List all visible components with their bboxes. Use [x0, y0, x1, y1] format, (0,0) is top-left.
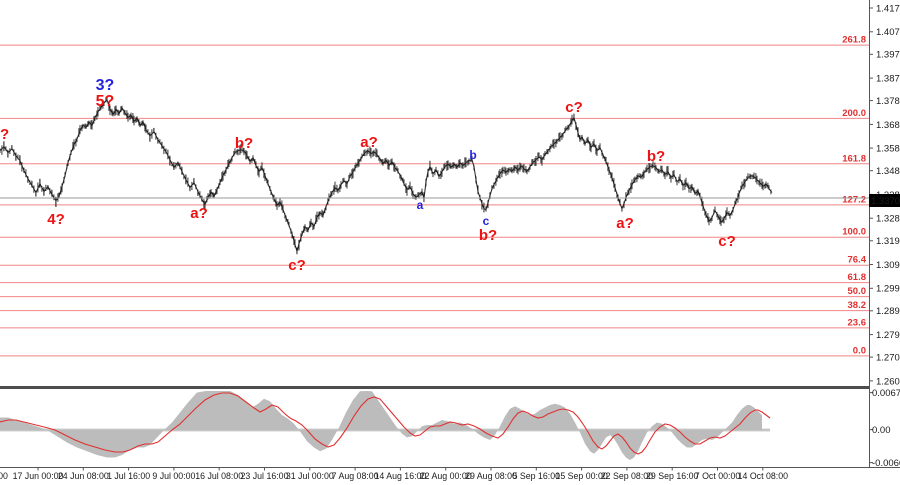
time-axis-label: 14 Aug 16:00 [374, 471, 426, 481]
wave-label-3q-1: 3? [96, 77, 115, 94]
time-axis-label: 22 Aug 00:00 [420, 471, 472, 481]
price-tick-label: 1.3780 [876, 96, 900, 107]
wave-label-aq-13: a? [616, 215, 634, 232]
fib-label-38.2: 38.2 [848, 300, 867, 311]
current-price-label: 1.3370 [871, 196, 900, 207]
price-tick-label: 1.2700 [876, 353, 900, 364]
fib-label-261.8: 261.8 [842, 35, 866, 46]
price-tick-label: 1.3580 [876, 144, 900, 155]
oscillator-zero-label: 0.00 [872, 425, 891, 436]
price-tick-label: 1.3090 [876, 260, 900, 271]
wave-label-aq-7: a? [360, 134, 378, 151]
price-tick-label: 1.3190 [876, 236, 900, 247]
price-tick-label: 1.2795 [876, 330, 900, 341]
time-axis-label: 1 Jul 16:00 [107, 471, 150, 481]
wave-label-a-8: a [417, 198, 424, 212]
time-axis-label: 15 Sep 00:00 [555, 471, 607, 481]
fib-label-127.2: 127.2 [842, 194, 866, 205]
wave-label-bq-0: b? [0, 126, 9, 143]
price-polyline [0, 98, 773, 254]
price-tick-label: 1.2895 [876, 306, 900, 317]
price-tick-label: 1.4070 [876, 27, 900, 38]
current-price-badge [869, 194, 900, 207]
price-tick-label: 1.3285 [876, 214, 900, 225]
time-axis-label: 7 Oct 00:00 [695, 471, 741, 481]
wave-label-cq-12: c? [565, 99, 583, 116]
time-axis-label: 7 Aug 08:00 [332, 471, 379, 481]
time-axis-label: 31 Jul 00:00 [286, 471, 334, 481]
fib-label-61.8: 61.8 [848, 272, 867, 283]
fib-levels-layer: 261.8 200.0 161.8 127.2 100.0 76.4 61.8 50.0 38.… [0, 35, 869, 357]
time-axis-label: 23 Jul 16:00 [241, 471, 289, 481]
wave-label-b-9: b [469, 148, 476, 162]
time-axis-label: 22 Sep 08:00 [601, 471, 653, 481]
wave-label-5q-2: 5? [96, 93, 115, 110]
time-axis-label: 17 Jun 00:00 [13, 471, 64, 481]
oscillator-min-label: -0.00668 [872, 458, 900, 469]
time-axis-label: 5 Sep 16:00 [513, 471, 561, 481]
price-tick-label: 1.3485 [876, 166, 900, 177]
fib-label-50.0: 50.0 [848, 286, 867, 297]
time-axis-label: 29 Aug 08:00 [465, 471, 517, 481]
wave-label-cq-15: c? [718, 233, 736, 250]
oscillator-signal-line [0, 392, 771, 455]
fib-label-200.0: 200.0 [842, 108, 866, 119]
wave-label-4q-3: 4? [47, 211, 65, 228]
wave-label-bq-14: b? [647, 148, 665, 165]
fib-label-76.4: 76.4 [848, 255, 867, 266]
fib-label-100.0: 100.0 [842, 227, 866, 238]
candlestick-series [0, 96, 773, 255]
time-axis-label: 14 Oct 08:00 [738, 471, 788, 481]
price-tick-label: 1.3680 [876, 120, 900, 131]
price-tick-label: 1.4170 [876, 3, 900, 14]
fib-label-23.6: 23.6 [848, 317, 867, 328]
time-axis-partial-label: 00 [0, 471, 8, 481]
price-tick-label: 1.2990 [876, 284, 900, 295]
price-tick-label: 1.3975 [876, 50, 900, 61]
wave-label-cq-6: c? [288, 257, 306, 274]
panel-separator [0, 386, 869, 389]
wave-label-bq-5: b? [235, 135, 253, 152]
wave-label-bq-11: b? [479, 227, 497, 244]
oscillator-surface[interactable] [0, 389, 869, 465]
price-chart-surface[interactable] [0, 0, 869, 386]
oscillator-area [0, 391, 762, 460]
fib-label-161.8: 161.8 [842, 153, 866, 164]
wave-labels-layer: b?3?5?4?a?b?c?a?abcb?c?a?b?c? [0, 77, 736, 274]
price-tick-label: 1.3875 [876, 74, 900, 85]
time-axis-label: 24 Jun 08:00 [58, 471, 109, 481]
time-axis-label: 16 Jul 08:00 [195, 471, 243, 481]
time-axis-label: 9 Jul 00:00 [152, 471, 195, 481]
oscillator-max-label: 0.00678 [872, 388, 900, 399]
wave-label-aq-4: a? [190, 205, 208, 222]
oscillator-layer [0, 391, 771, 460]
time-axis-label: 29 Sep 16:00 [646, 471, 698, 481]
price-tick-label: 1.2600 [876, 376, 900, 387]
wave-label-c-10: c [483, 214, 490, 228]
fib-label-0.0: 0.0 [853, 345, 866, 356]
